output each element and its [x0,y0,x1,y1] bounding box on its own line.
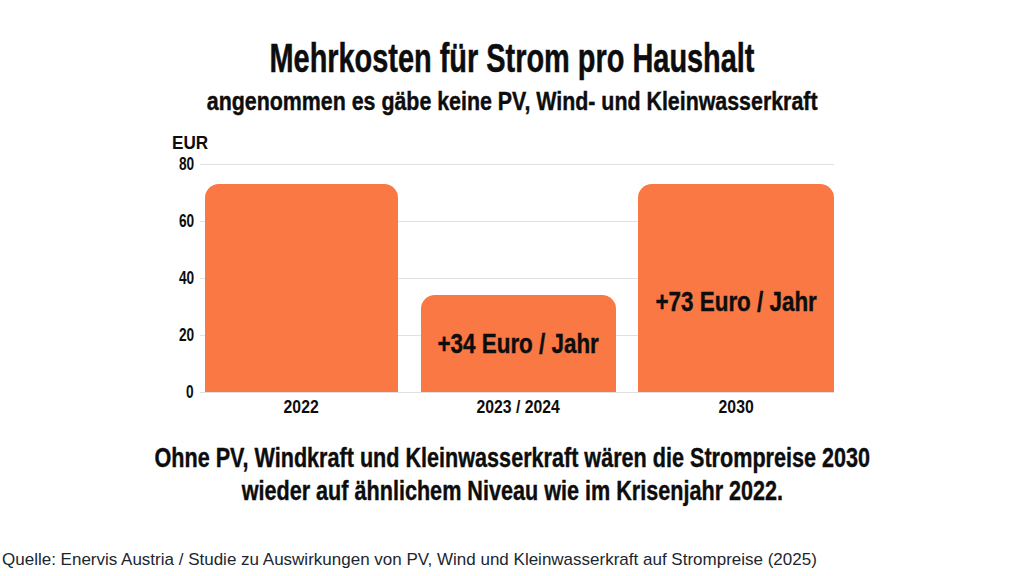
bar-2022 [205,184,398,392]
source-attribution: Quelle: Enervis Austria / Studie zu Ausw… [2,550,817,570]
bar-value-label-2023/2024: +34 Euro / Jahr [421,329,616,359]
x-axis-label-2022: 2022 [205,397,398,417]
y-axis-unit-label: EUR [140,133,210,153]
caption-line-1: Ohne PV, Windkraft und Kleinwasserkraft … [0,442,1024,475]
y-tick-label-0: 0 [140,382,194,402]
gridline-0 [200,392,834,393]
y-tick-label-80: 80 [140,154,194,174]
gridline-80 [200,164,834,165]
x-axis-label-2030: 2030 [638,397,834,417]
y-tick-label-40: 40 [140,268,194,288]
y-tick-label-60: 60 [140,211,194,231]
y-tick-label-20: 20 [140,325,194,345]
caption-line-2: wieder auf ähnlichem Niveau wie im Krise… [0,475,1024,508]
infographic-page: Mehrkosten für Strom pro Haushalt angeno… [0,0,1024,576]
bar-value-label-2030: +73 Euro / Jahr [638,287,834,317]
x-axis-label-2023/2024: 2023 / 2024 [421,397,616,417]
